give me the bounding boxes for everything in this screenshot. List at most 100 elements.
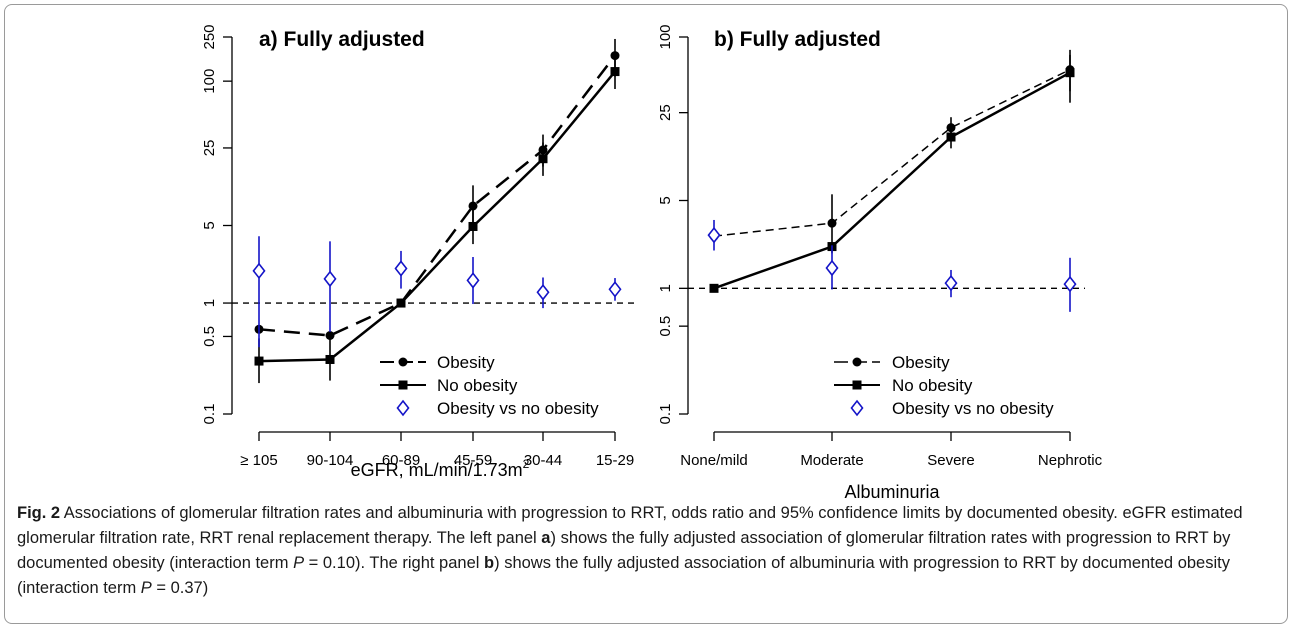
legend-entry: No obesity (380, 376, 518, 395)
legend-entry: Obesity vs no obesity (396, 399, 599, 418)
panel-a-eGFR: a) Fully adjusted 0.1 0.5 1 5 25 100 250 ≥ 105 90… (201, 24, 634, 480)
data-point (468, 201, 478, 211)
data-point (466, 272, 480, 289)
legend-entry: Obesity (834, 353, 950, 372)
y-tick-label: 250 (201, 24, 218, 49)
a-series-no-obesity (254, 54, 620, 384)
data-point (468, 221, 478, 231)
legend-marker (398, 357, 408, 367)
data-point (707, 226, 721, 244)
data-point (254, 356, 264, 366)
x-tick-label: Nephrotic (1038, 452, 1103, 469)
x-tick-label: 30-44 (524, 452, 562, 469)
legend-label: Obesity (892, 353, 950, 372)
caption-text-5: = 0.37) (151, 579, 209, 597)
panel-b-albuminuria: b) Fully adjusted 0.1 0.5 1 5 25 100 None/mild M… (657, 24, 1103, 500)
panel-title: a) Fully adjusted (259, 28, 425, 51)
figure-caption: Fig. 2 Associations of glomerular filtra… (17, 501, 1279, 601)
data-point (396, 298, 406, 308)
data-point (325, 330, 335, 340)
panel-title: b) Fully adjusted (714, 28, 881, 51)
caption-text-2: ) shows the fully adjusted association o… (17, 529, 1231, 572)
x-tick-label: Severe (927, 452, 975, 469)
legend-label: Obesity vs no obesity (437, 399, 599, 418)
data-point (709, 283, 719, 293)
y-tick-label: 100 (657, 24, 674, 49)
data-point (252, 262, 266, 280)
y-tick-label: 0.1 (657, 404, 674, 425)
x-axis-label-text: eGFR, mL/min/1.73m (351, 460, 523, 480)
b-series-no-obesity (709, 54, 1075, 293)
legend-marker (398, 380, 408, 390)
data-point (608, 281, 622, 298)
y-tick-label: 5 (657, 196, 674, 204)
a-series-obesity (254, 38, 620, 340)
y-tick-label: 0.5 (657, 316, 674, 337)
x-tick-label: 15-29 (596, 452, 634, 469)
legend-marker (852, 380, 862, 390)
x-axis-label-text: Albuminuria (844, 482, 940, 500)
caption-panel-a-ref: a (541, 529, 551, 547)
x-axis-label-superscript: 2 (523, 457, 530, 471)
data-point (944, 274, 958, 292)
legend: Obesity No obesity Obesity vs no obesity (380, 353, 599, 418)
x-tick-label: Moderate (800, 452, 863, 469)
y-tick-label: 1 (201, 299, 218, 307)
legend-label: Obesity vs no obesity (892, 399, 1054, 418)
y-axis: 0.1 0.5 1 5 25 100 250 (201, 24, 233, 425)
data-point (1063, 275, 1077, 293)
caption-p-symbol-2: P (140, 579, 152, 597)
y-tick-label: 25 (657, 104, 674, 121)
legend-marker (852, 357, 862, 367)
data-point (536, 284, 550, 301)
caption-label: Fig. 2 (17, 504, 61, 522)
legend-label: No obesity (892, 376, 973, 395)
x-tick-label: 60-89 (382, 452, 420, 469)
legend-marker (396, 399, 410, 417)
series-line (258, 54, 616, 337)
y-tick-label: 25 (201, 140, 218, 157)
y-tick-label: 0.5 (201, 326, 218, 347)
data-point (827, 218, 837, 228)
data-point (325, 354, 335, 364)
data-point (538, 154, 548, 164)
legend-label: No obesity (437, 376, 518, 395)
x-axis: None/mild Moderate Severe Nephrotic Albuminu… (680, 431, 1103, 500)
b-series-obesity-vs-no-obesity (707, 219, 1077, 312)
caption-p-symbol-1: P (293, 554, 305, 572)
y-axis: 0.1 0.5 1 5 25 100 (657, 24, 689, 425)
x-axis: ≥ 105 90-104 60-89 45-59 30-44 15-29 eGFR, mL/… (240, 431, 634, 480)
y-tick-label: 1 (657, 284, 674, 292)
data-point (825, 259, 839, 277)
series-line (258, 70, 616, 363)
legend-label: Obesity (437, 353, 495, 372)
caption-text-4: ) shows the fully adjusted association o… (17, 554, 1230, 597)
series-line (713, 71, 1071, 290)
caption-text-1: Associations of glomerular filtration ra… (17, 504, 1243, 547)
data-point (394, 260, 408, 277)
series-line (713, 68, 1071, 237)
data-point (946, 132, 956, 142)
x-axis-label: eGFR, mL/min/1.73m2 (351, 457, 530, 480)
x-tick-label: 45-59 (454, 452, 492, 469)
x-tick-label: None/mild (680, 452, 748, 469)
x-tick-label: 90-104 (307, 452, 354, 469)
a-series-obesity-vs-no-obesity (252, 236, 622, 348)
data-point (323, 270, 337, 288)
y-tick-label: 5 (201, 221, 218, 229)
legend-entry: No obesity (834, 376, 973, 395)
legend-entry: Obesity (380, 353, 495, 372)
data-point (1065, 68, 1075, 78)
legend-marker (850, 399, 864, 417)
legend-entry: Obesity vs no obesity (850, 399, 1054, 418)
y-tick-label: 0.1 (201, 404, 218, 425)
y-tick-label: 100 (201, 69, 218, 94)
x-tick-label: ≥ 105 (240, 452, 277, 469)
b-series-obesity (709, 49, 1075, 254)
caption-text-3: = 0.10). The right panel (304, 554, 485, 572)
caption-panel-b-ref: b (484, 554, 495, 572)
data-point (610, 67, 620, 77)
figure-frame (4, 4, 1288, 624)
x-axis-label: Albuminuria (844, 482, 940, 500)
